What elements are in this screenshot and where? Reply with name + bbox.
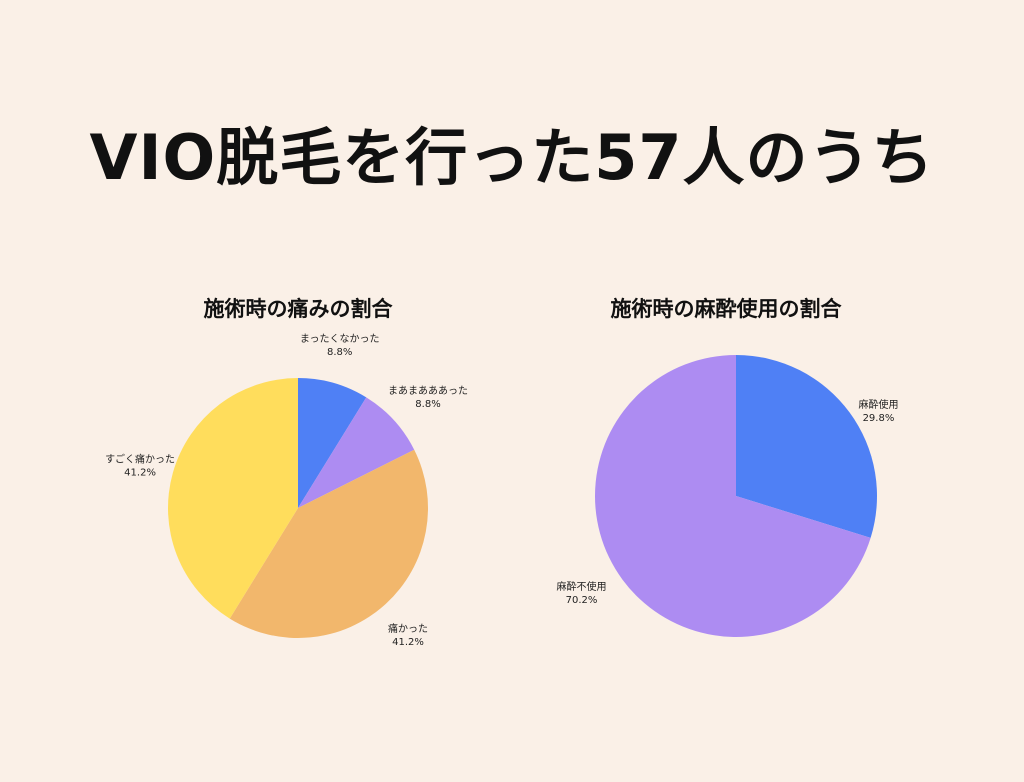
slice-value-0-1: 8.8% — [415, 399, 440, 410]
pie-slice-1-1 — [595, 355, 871, 637]
anesthesia-pie-chart: 麻酔使用 29.8% 麻酔不使用 70.2% — [557, 355, 898, 637]
pain-chart-title: 施術時の痛みの割合 — [203, 297, 393, 321]
slice-label-0-2: 痛かった — [388, 622, 428, 635]
slice-value-1-0: 29.8% — [863, 413, 895, 424]
slice-value-0-2: 41.2% — [392, 637, 424, 648]
pie-slice-0-1 — [298, 397, 415, 508]
slice-label-0-1: まあまあああった — [388, 385, 468, 397]
slice-label-1-0: 麻酔使用 — [858, 398, 898, 411]
slice-value-0-0: 8.8% — [327, 347, 352, 358]
pain-pie-chart: まったくなかった 8.8% まあまあああった 8.8% 痛かった 41.2% すごく痛かった… — [105, 333, 468, 648]
slice-label-1-1: 麻酔不使用 — [557, 580, 607, 593]
slice-value-1-1: 70.2% — [566, 595, 598, 606]
pie-slice-1-0 — [736, 355, 878, 538]
pie-slice-0-0 — [298, 378, 367, 508]
slice-label-0-3: すごく痛かった — [105, 452, 175, 465]
pie-slice-0-3 — [168, 378, 298, 619]
slice-label-0-0: まったくなかった — [300, 333, 380, 345]
anesthesia-chart-title: 施術時の麻酔使用の割合 — [610, 297, 842, 321]
slice-value-0-3: 41.2% — [124, 467, 156, 478]
pie-slice-0-2 — [229, 449, 428, 638]
page-title: VIO脱毛を行った57人のうち — [89, 121, 935, 194]
